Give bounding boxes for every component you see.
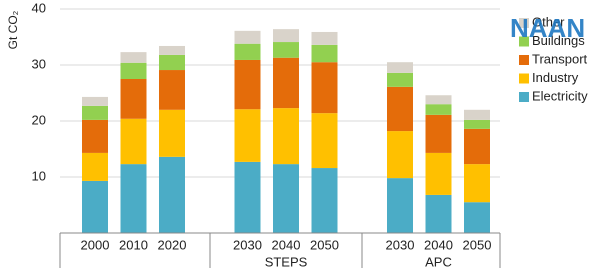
bar-segment	[120, 164, 147, 233]
bar-segment	[234, 59, 261, 110]
x-tick-label: 2050	[310, 237, 339, 252]
bar-segment	[387, 72, 413, 87]
group-label: STEPS	[265, 254, 308, 269]
bar-segment	[120, 62, 147, 79]
bar-segment	[311, 113, 338, 169]
bar-segment	[159, 156, 185, 233]
bar-segment	[387, 86, 413, 132]
y-tick-label: 40	[32, 0, 46, 15]
bar-segment	[273, 42, 299, 58]
bar-segment	[464, 202, 490, 233]
x-tick-label: 2030	[233, 237, 262, 252]
legend-swatch	[519, 36, 529, 47]
bar-segment	[159, 109, 185, 157]
bar-segment	[234, 109, 261, 162]
legend-swatch	[519, 92, 529, 102]
x-tick-label: 2040	[272, 237, 301, 252]
bar-segment	[387, 178, 413, 233]
x-tick-label: 2020	[158, 237, 187, 252]
bar-segment	[425, 152, 452, 195]
x-tick-label: 2030	[386, 237, 415, 252]
bar-segment	[234, 43, 261, 60]
bar-segment	[425, 95, 452, 105]
bar-segment	[464, 128, 490, 165]
bar-segment	[425, 104, 452, 115]
bar-segment	[464, 109, 490, 120]
bar-segment	[273, 108, 299, 165]
bar-segment	[159, 70, 185, 110]
legend-label: Buildings	[532, 33, 585, 48]
bar-segment	[425, 194, 452, 233]
x-tick-label: 2000	[81, 237, 110, 252]
legend-swatch	[519, 55, 529, 65]
bar-segment	[464, 164, 490, 203]
x-tick-label: 2050	[463, 237, 492, 252]
y-tick-label: 10	[32, 168, 46, 183]
legend-label: Transport	[532, 51, 588, 66]
legend-swatch	[519, 18, 529, 28]
bar-segment	[311, 168, 338, 233]
bar-segment	[273, 29, 299, 43]
legend-label: Electricity	[532, 88, 588, 103]
bar-segment	[82, 152, 108, 181]
bar-segment	[120, 79, 147, 119]
y-tick-label: 20	[32, 112, 46, 127]
bar-segment	[82, 96, 108, 106]
watermark: NAAN	[510, 13, 585, 43]
y-tick-label: 30	[32, 56, 46, 71]
bar-segment	[311, 31, 338, 45]
bar-segment	[311, 44, 338, 63]
group-label: APC	[425, 254, 452, 269]
bar-segment	[273, 57, 299, 109]
bar-segment	[82, 105, 108, 120]
legend-swatch	[519, 73, 529, 84]
legend-label: Other	[532, 14, 565, 29]
x-tick-label: 2010	[119, 237, 148, 252]
bar-segment	[234, 30, 261, 44]
bar-segment	[82, 119, 108, 153]
bar-segment	[387, 62, 413, 73]
bar-segment	[464, 119, 490, 129]
bar-segment	[425, 114, 452, 153]
bar-segment	[82, 180, 108, 233]
bar-segment	[120, 52, 147, 63]
bar-segment	[387, 131, 413, 179]
legend-label: Industry	[532, 70, 579, 85]
bar-segment	[159, 45, 185, 55]
bar-segment	[311, 62, 338, 114]
bar-segment	[273, 164, 299, 233]
bar-segment	[120, 118, 147, 165]
x-tick-label: 2040	[424, 237, 453, 252]
y-axis-label: Gt CO₂	[6, 10, 20, 49]
bar-segment	[234, 161, 261, 233]
bar-segment	[159, 54, 185, 71]
